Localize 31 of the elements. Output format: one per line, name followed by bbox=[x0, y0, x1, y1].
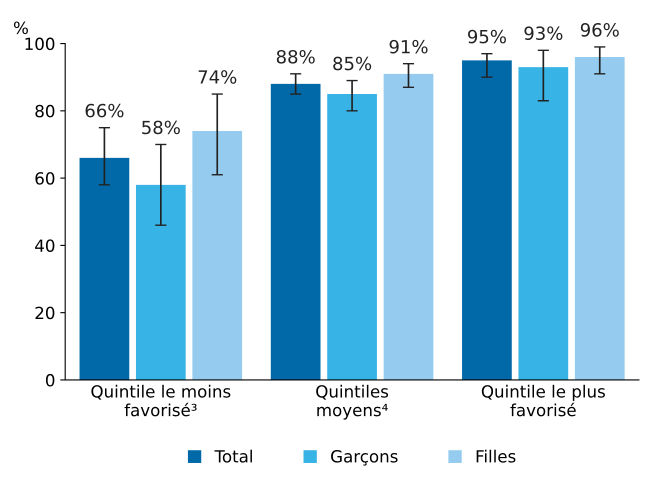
data-label: 85% bbox=[333, 56, 372, 70]
y-tick-label: 20 bbox=[35, 306, 54, 320]
y-tick-label: 0 bbox=[46, 374, 54, 387]
bar bbox=[192, 131, 242, 380]
bar bbox=[80, 158, 130, 380]
bar bbox=[270, 84, 321, 380]
y-axis-title: % bbox=[14, 22, 28, 34]
data-label: 95% bbox=[468, 30, 506, 44]
data-label: 93% bbox=[524, 26, 562, 40]
y-tick-label: 80 bbox=[35, 104, 54, 118]
x-tick-label: Quintiles moyens⁴ bbox=[316, 384, 388, 420]
legend-label: Total bbox=[214, 450, 252, 463]
x-tick-label: Quintile le moins favorisé³ bbox=[91, 384, 230, 416]
data-label: 88% bbox=[276, 50, 315, 64]
data-label: 91% bbox=[390, 40, 428, 54]
bar bbox=[384, 74, 434, 380]
legend-label: Filles bbox=[476, 450, 516, 463]
bar bbox=[574, 57, 625, 380]
data-label: 58% bbox=[142, 120, 180, 134]
bar bbox=[518, 67, 568, 380]
y-tick-label: 40 bbox=[35, 239, 54, 252]
legend-label: Garçons bbox=[331, 450, 398, 466]
bar bbox=[136, 184, 186, 380]
y-tick-label: 100 bbox=[25, 38, 54, 50]
x-tick-label: Quintile le plus favorisé bbox=[482, 384, 605, 416]
y-tick-label: 60 bbox=[35, 172, 54, 185]
bar bbox=[462, 60, 512, 380]
bar bbox=[327, 94, 377, 380]
data-label: 66% bbox=[86, 104, 124, 118]
data-label: 96% bbox=[580, 23, 619, 37]
data-label: 74% bbox=[198, 70, 236, 84]
